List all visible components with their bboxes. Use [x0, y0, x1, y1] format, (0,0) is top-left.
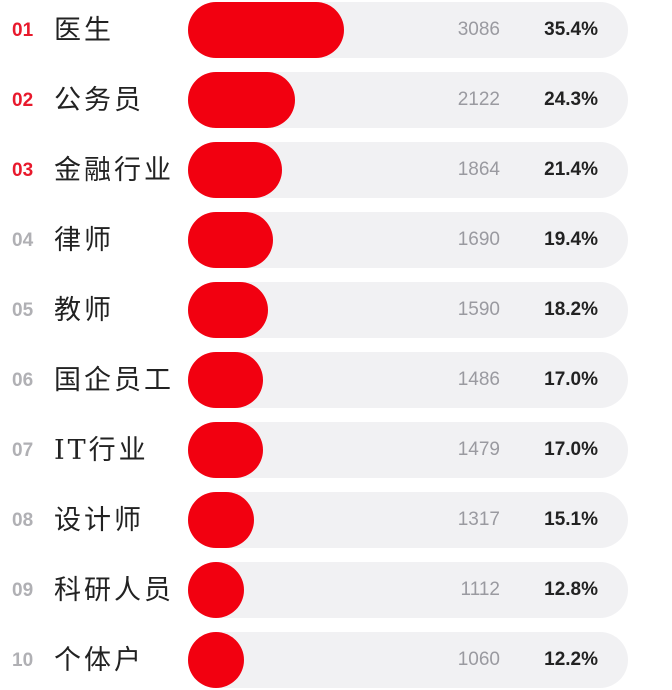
ranking-row: 07 IT行业 1479 17.0% [0, 422, 672, 480]
value-label: 18.2% [544, 299, 598, 320]
category-label: 科研人员 [54, 575, 174, 606]
bar [188, 352, 263, 408]
rank-number: 03 [12, 160, 34, 181]
category-label: 公务员 [54, 85, 144, 116]
ranking-row: 05 教师 1590 18.2% [0, 282, 672, 340]
ranking-row: 02 公务员 2122 24.3% [0, 72, 672, 130]
value-label: 12.2% [544, 649, 598, 670]
category-label: 律师 [54, 225, 114, 256]
count-label: 3086 [457, 19, 500, 40]
bar [188, 142, 283, 198]
value-label: 21.4% [544, 159, 598, 180]
count-label: 1690 [457, 229, 500, 250]
ranking-row: 08 设计师 1317 15.1% [0, 492, 672, 550]
count-label: 1486 [457, 369, 500, 390]
category-label: 设计师 [54, 505, 144, 536]
value-label: 17.0% [544, 369, 598, 390]
value-label: 19.4% [544, 229, 598, 250]
count-label: 1864 [457, 159, 500, 180]
rank-number: 06 [12, 370, 34, 391]
ranking-row: 04 律师 1690 19.4% [0, 212, 672, 270]
bar [188, 2, 344, 58]
rank-number: 09 [12, 580, 34, 601]
count-label: 2122 [457, 89, 500, 110]
value-label: 15.1% [544, 509, 598, 530]
category-label: IT行业 [54, 435, 149, 466]
bar [188, 562, 245, 618]
count-label: 1112 [460, 579, 500, 600]
bar-track [188, 632, 628, 688]
category-label: 国企员工 [54, 365, 174, 396]
ranking-row: 09 科研人员 1112 12.8% [0, 562, 672, 620]
rank-number: 01 [12, 20, 34, 41]
bar [188, 492, 255, 548]
value-label: 12.8% [544, 579, 598, 600]
rank-number: 05 [12, 300, 34, 321]
rank-number: 10 [12, 650, 34, 671]
bar [188, 212, 274, 268]
ranking-row: 01 医生 3086 35.4% [0, 2, 672, 60]
value-label: 17.0% [544, 439, 598, 460]
value-label: 35.4% [544, 19, 598, 40]
category-label: 金融行业 [54, 155, 174, 186]
rank-number: 08 [12, 510, 34, 531]
category-label: 教师 [54, 295, 114, 326]
rank-number: 04 [12, 230, 34, 251]
bar [188, 632, 244, 688]
category-label: 医生 [54, 15, 114, 46]
count-label: 1060 [457, 649, 500, 670]
bar [188, 282, 269, 338]
count-label: 1479 [457, 439, 500, 460]
bar-track [188, 492, 628, 548]
count-label: 1317 [457, 509, 500, 530]
value-label: 24.3% [544, 89, 598, 110]
bar [188, 422, 263, 478]
ranking-row: 10 个体户 1060 12.2% [0, 632, 672, 690]
rank-number: 07 [12, 440, 34, 461]
rank-number: 02 [12, 90, 34, 111]
bar [188, 72, 295, 128]
ranking-row: 06 国企员工 1486 17.0% [0, 352, 672, 410]
category-label: 个体户 [54, 645, 144, 676]
bar-track [188, 562, 628, 618]
ranking-row: 03 金融行业 1864 21.4% [0, 142, 672, 200]
count-label: 1590 [457, 299, 500, 320]
